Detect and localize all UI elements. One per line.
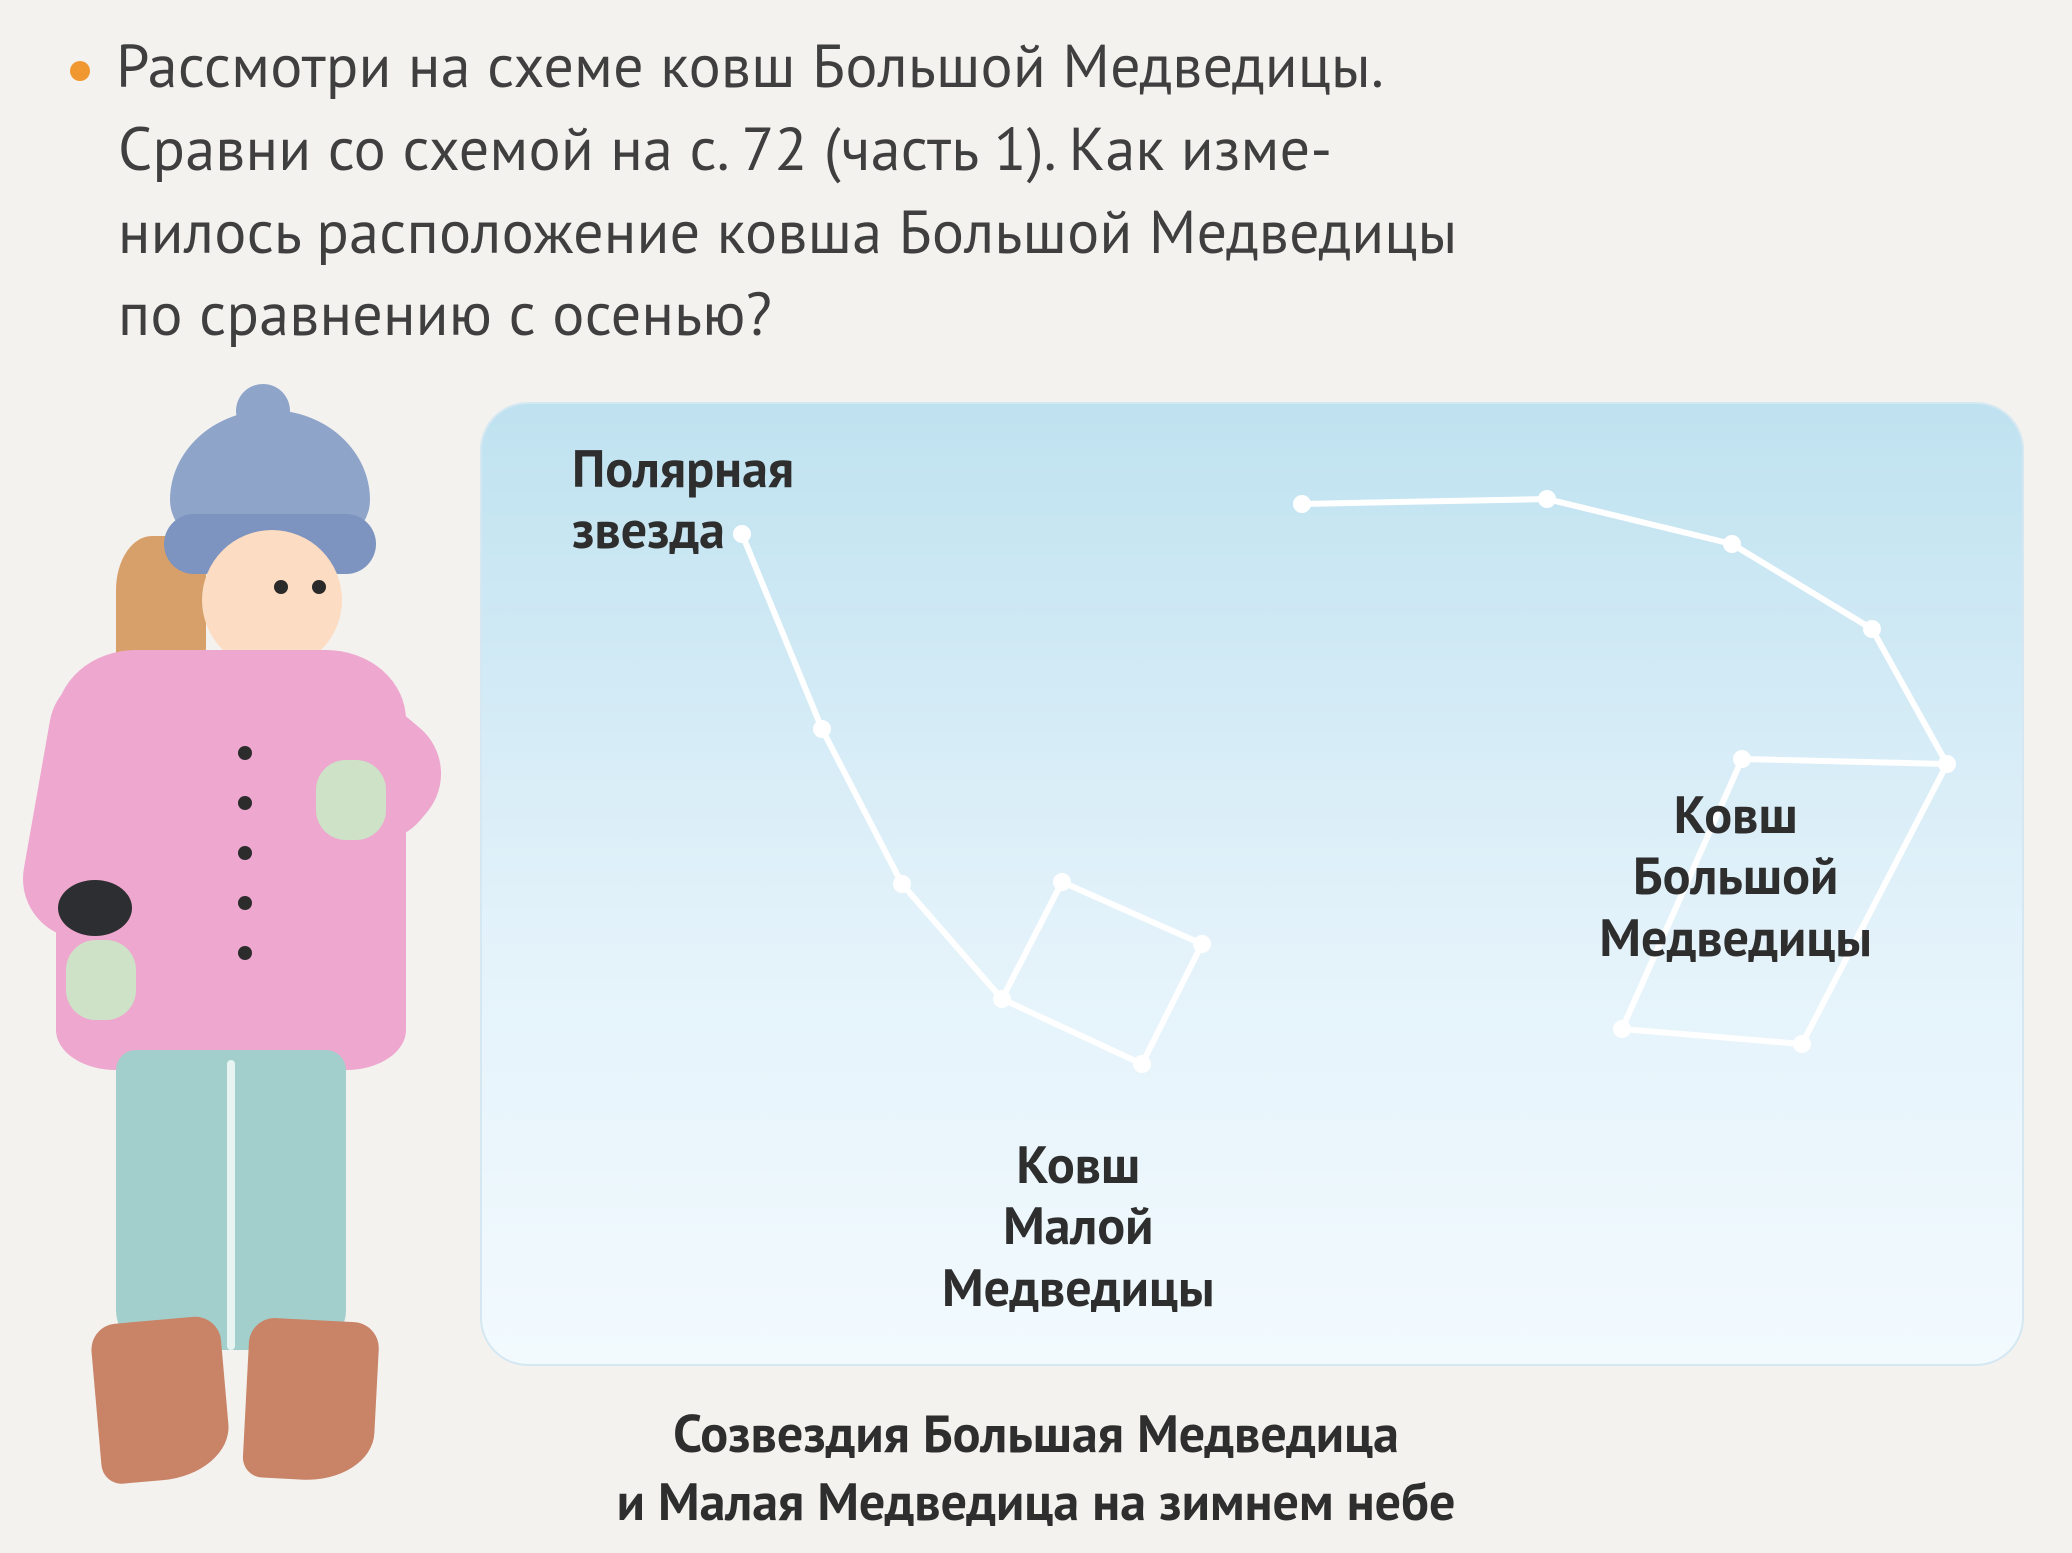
label-big-dipper-line2: Большой xyxy=(1599,845,1872,906)
girl-mitten-left xyxy=(66,940,136,1020)
girl-eye-right xyxy=(312,580,326,594)
task-bullet-icon xyxy=(70,61,90,81)
label-little-dipper-line2: Малой xyxy=(942,1195,1215,1256)
caption-line-1: Созвездия Большая Медведица xyxy=(0,1400,2072,1468)
caption-line-2: и Малая Медведица на зимнем небе xyxy=(0,1468,2072,1536)
label-polaris: Полярная звезда xyxy=(572,438,794,561)
label-little-dipper-line1: Ковш xyxy=(942,1134,1215,1195)
girl-elbow-patch xyxy=(58,880,132,936)
girl-eye-left xyxy=(274,580,288,594)
diagram-caption: Созвездия Большая Медведица и Малая Медв… xyxy=(0,1400,2072,1535)
task-paragraph: Рассмотри на схеме ковш Большой Медведиц… xyxy=(70,24,2032,355)
label-polaris-line1: Полярная xyxy=(572,438,794,499)
ursa-minor-stars xyxy=(733,525,1211,1073)
task-line-3: нилось расположение ковша Большой Медвед… xyxy=(118,190,2032,273)
girl-face xyxy=(202,530,342,670)
girl-mitten-right xyxy=(316,760,386,840)
ursa-minor-lines xyxy=(742,534,1202,1064)
label-little-dipper-line3: Медведицы xyxy=(942,1257,1215,1318)
girl-illustration xyxy=(6,410,456,1510)
label-little-dipper: Ковш Малой Медведицы xyxy=(942,1134,1215,1318)
task-line-4: по сравнению с осенью? xyxy=(118,272,2032,355)
task-line-1: Рассмотри на схеме ковш Большой Медведиц… xyxy=(116,26,1384,104)
label-big-dipper-line1: Ковш xyxy=(1599,784,1872,845)
label-big-dipper-line3: Медведицы xyxy=(1599,907,1872,968)
girl-coat-buttons xyxy=(238,710,252,1010)
label-big-dipper: Ковш Большой Медведицы xyxy=(1599,784,1872,968)
sky-diagram-card: Полярная звезда Ковш Большой Медведицы К… xyxy=(480,402,2024,1366)
task-line-2: Сравни со схемой на с. 72 (часть 1). Как… xyxy=(118,107,2032,190)
girl-trousers xyxy=(116,1050,346,1350)
label-polaris-line2: звезда xyxy=(572,499,794,560)
